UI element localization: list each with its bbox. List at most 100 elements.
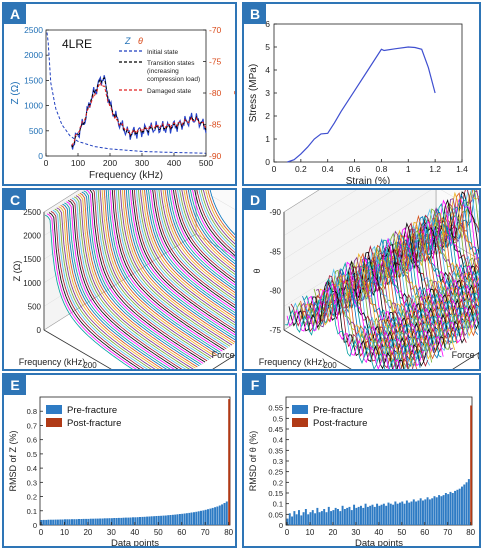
x-tick-label: 50 bbox=[397, 528, 406, 537]
bar-pre-fracture bbox=[190, 512, 193, 525]
bar-pre-fracture bbox=[465, 482, 468, 525]
bar-pre-fracture bbox=[59, 519, 62, 525]
bar-pre-fracture bbox=[150, 516, 153, 525]
series-curve bbox=[79, 192, 198, 368]
legend-label: compression load) bbox=[147, 76, 200, 83]
grid-line bbox=[43, 190, 117, 236]
y-tick-label: 3 bbox=[265, 88, 270, 98]
series-curve bbox=[77, 194, 196, 369]
y-tick-label: 1 bbox=[265, 134, 270, 144]
series-curve bbox=[359, 239, 479, 335]
legend-header-z: Z bbox=[124, 36, 131, 46]
series-curve bbox=[125, 190, 235, 341]
series-curve bbox=[207, 190, 235, 239]
legend-label: Post-fracture bbox=[67, 418, 121, 429]
y-left-tick-label: 500 bbox=[29, 126, 43, 136]
bar-pre-fracture bbox=[110, 518, 113, 525]
series-curve bbox=[162, 190, 235, 296]
z-axis-label: θ bbox=[252, 268, 262, 273]
bar-pre-fracture bbox=[433, 496, 436, 525]
series-curve bbox=[92, 190, 208, 362]
x-tick-label: 70 bbox=[443, 528, 452, 537]
bar-pre-fracture bbox=[415, 501, 418, 525]
series-curve bbox=[160, 190, 235, 299]
z-tick-label: -75 bbox=[269, 326, 281, 335]
bar-pre-fracture bbox=[176, 514, 179, 525]
series-curve bbox=[196, 190, 235, 254]
panel-tag-e: E bbox=[4, 375, 26, 395]
bar-pre-fracture bbox=[40, 520, 43, 525]
series-curve bbox=[64, 202, 171, 369]
series-curve bbox=[298, 274, 414, 369]
y-left-tick-label: 0 bbox=[38, 151, 43, 161]
bar-pre-fracture bbox=[47, 519, 50, 525]
series-curve bbox=[144, 190, 235, 319]
bar-pre-fracture bbox=[380, 504, 383, 525]
bar-pre-fracture bbox=[64, 519, 66, 525]
bar-pre-fracture bbox=[134, 517, 137, 525]
bar-pre-fracture bbox=[327, 506, 330, 525]
y-tick-label: 4 bbox=[265, 65, 270, 75]
bar-pre-fracture bbox=[394, 501, 397, 525]
x-tick-label: 80 bbox=[466, 528, 475, 537]
x-tick-label: 200 bbox=[83, 361, 97, 370]
bar-pre-fracture bbox=[99, 518, 102, 525]
y-tick-label: 0 bbox=[265, 157, 270, 167]
series-curve bbox=[202, 190, 235, 245]
series-curve bbox=[85, 190, 204, 364]
bar-pre-fracture bbox=[293, 511, 296, 525]
x-tick-label: 40 bbox=[374, 528, 383, 537]
series-curve bbox=[130, 190, 235, 336]
y-left-axis-label: Z (Ω) bbox=[10, 81, 21, 104]
bar-pre-fracture bbox=[360, 505, 362, 525]
x-axis-label: Data points bbox=[111, 538, 159, 548]
x-tick-label: 200 bbox=[103, 158, 117, 168]
bar-pre-fracture bbox=[162, 515, 165, 525]
series-curve bbox=[89, 190, 206, 363]
series-curve bbox=[181, 190, 235, 273]
bar-pre-fracture bbox=[174, 514, 177, 525]
y-tick-label: 0.8 bbox=[27, 407, 37, 416]
bar-pre-fracture bbox=[61, 519, 64, 525]
series-curve bbox=[185, 190, 235, 268]
bar-pre-fracture bbox=[304, 509, 307, 525]
bar-pre-fracture bbox=[103, 518, 106, 525]
bar-pre-fracture bbox=[309, 512, 312, 525]
x-tick-label: 1 bbox=[406, 164, 411, 174]
panel-tag-b: B bbox=[244, 4, 266, 24]
legend-swatch bbox=[46, 418, 62, 427]
chart-b: 0 0.2 0.4 0.6 0.8 1 1.2 1.4 0 1 2 3 4 5 6 Strain (%) Str… bbox=[248, 19, 468, 184]
bar-pre-fracture bbox=[94, 518, 97, 525]
series-curve bbox=[164, 190, 235, 294]
series-curve bbox=[175, 190, 235, 281]
series-curve bbox=[68, 200, 179, 369]
y-tick-label: 6 bbox=[265, 19, 270, 29]
series-curve bbox=[311, 270, 431, 366]
series-curve bbox=[382, 221, 479, 309]
bar-pre-fracture bbox=[216, 506, 219, 525]
bar-pre-fracture bbox=[405, 500, 408, 525]
series-curve bbox=[205, 190, 235, 242]
bar-pre-fracture bbox=[382, 503, 385, 525]
bar-pre-fracture bbox=[300, 515, 303, 525]
series-curve bbox=[192, 190, 235, 259]
grid-line bbox=[283, 190, 395, 260]
bar-pre-fracture bbox=[428, 499, 431, 525]
series-curve bbox=[73, 196, 190, 369]
bar-pre-fracture bbox=[85, 518, 88, 525]
bar-pre-fracture bbox=[211, 507, 214, 525]
x-tick-label: 0 bbox=[39, 528, 44, 537]
y-tick-label: 0.05 bbox=[268, 510, 283, 519]
bar-pre-fracture bbox=[132, 517, 134, 525]
x-tick-label: 300 bbox=[135, 158, 149, 168]
x-tick-label: 10 bbox=[305, 528, 314, 537]
bar-post-fracture bbox=[470, 405, 473, 525]
x-tick-label: 30 bbox=[107, 528, 116, 537]
series-curve bbox=[423, 191, 479, 256]
x-tick-label: 200 bbox=[323, 361, 337, 370]
bar-pre-fracture bbox=[456, 489, 459, 525]
bar-pre-fracture bbox=[197, 511, 200, 525]
series-curve bbox=[66, 201, 175, 369]
bar-pre-fracture bbox=[454, 490, 457, 525]
series-curve bbox=[52, 209, 148, 369]
